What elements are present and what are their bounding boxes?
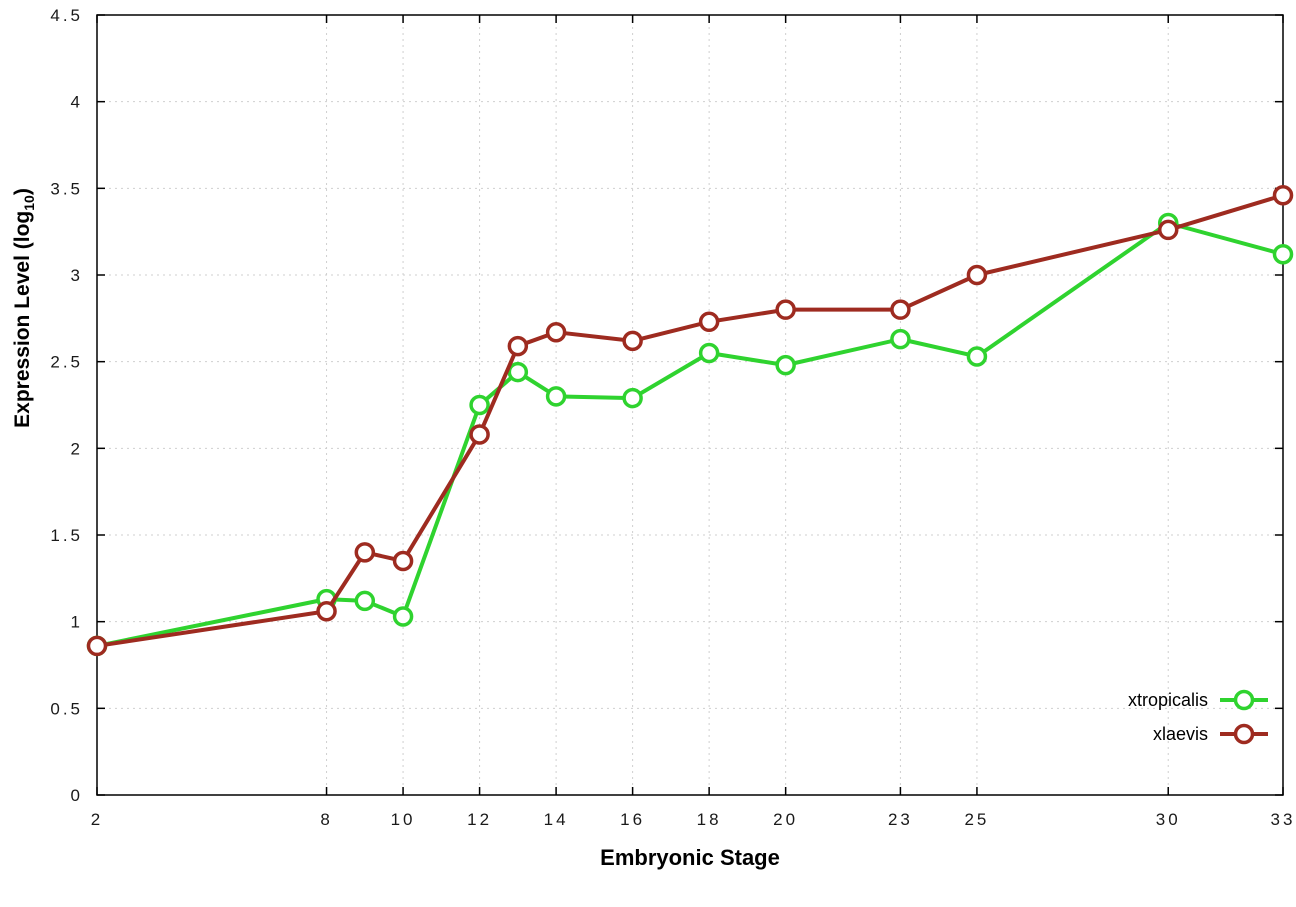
y-axis-label-subscript: 10 [21,195,38,211]
y-tick-label: 3 [71,266,83,285]
x-tick-label: 33 [1271,810,1296,829]
legend-item-xtropicalis: xtropicalis [1128,686,1270,714]
y-axis-label: Expression Level (log10) [11,188,37,428]
data-point-marker [507,361,529,383]
data-point-marker [507,335,529,357]
data-point-marker [545,321,567,343]
data-point-marker [775,354,796,376]
legend-item-xlaevis: xlaevis [1128,720,1270,748]
data-point-marker [354,590,376,612]
y-tick-label: 0.5 [50,699,83,718]
x-tick-label: 14 [544,810,569,829]
data-point-marker [469,424,490,445]
data-point-marker [775,299,796,320]
y-tick-label: 2.5 [50,353,83,372]
x-tick-label: 18 [697,810,722,829]
data-point-marker [1157,219,1179,241]
y-tick-label: 1 [71,613,83,632]
series-line-xlaevis [95,193,1285,648]
legend: xtropicalis xlaevis [1128,686,1270,748]
y-tick-label: 1.5 [50,526,83,545]
y-tick-label: 2 [71,439,83,458]
legend-marker-icon [1220,689,1268,711]
series-line-xtropicalis [95,221,1285,648]
x-tick-label: 20 [773,810,798,829]
x-tick-label: 8 [320,810,332,829]
x-axis-label: Embryonic Stage [600,845,780,870]
x-tick-label: 25 [964,810,989,829]
data-point-marker [698,342,720,364]
data-point-marker [469,394,490,416]
y-tick-label: 4.5 [50,6,83,25]
data-point-marker [966,264,988,286]
y-tick-label: 0 [71,786,83,805]
data-point-marker [890,299,911,320]
data-point-marker [890,328,911,350]
y-tick-label: 3.5 [50,179,83,198]
legend-marker-icon [1220,723,1268,745]
data-point-marker [354,542,376,563]
data-point-marker [622,330,643,352]
legend-label-xtropicalis: xtropicalis [1127,689,1208,710]
data-point-marker [1272,243,1294,265]
y-axis-label-text: Expression Level (log [10,210,34,428]
x-tick-label: 10 [391,810,416,829]
y-tick-label: 4 [71,93,83,112]
x-tick-label: 12 [467,810,492,829]
data-point-marker [86,635,108,657]
data-point-marker [698,311,720,333]
data-point-marker [392,606,414,627]
x-tick-label: 23 [888,810,913,829]
data-point-marker [1272,185,1294,206]
data-point-marker [392,550,414,572]
data-point-marker [966,346,988,367]
data-point-marker [316,601,337,622]
x-tick-label: 2 [91,810,103,829]
legend-label-xlaevis: xlaevis [1152,723,1208,744]
y-axis-label-suffix: ) [10,188,34,196]
data-point-marker [622,387,643,409]
x-tick-label: 16 [620,810,645,829]
data-point-marker [545,386,567,407]
x-tick-label: 30 [1156,810,1181,829]
